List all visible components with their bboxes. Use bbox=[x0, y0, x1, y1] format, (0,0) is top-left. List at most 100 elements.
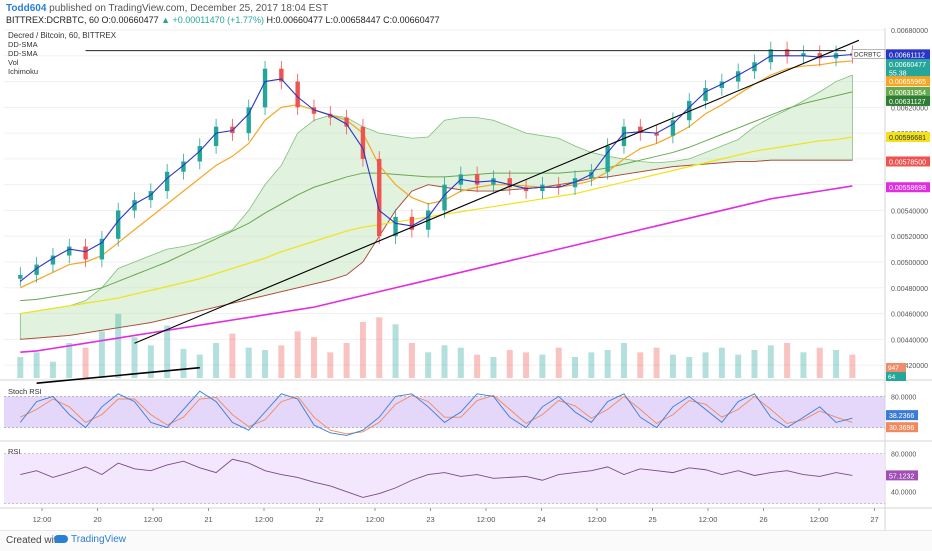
tradingview-logo[interactable]: TradingView bbox=[54, 534, 126, 545]
tradingview-brand: TradingView bbox=[71, 534, 127, 545]
price-label-box bbox=[886, 86, 930, 97]
price-tick-label: 0.00680000 bbox=[891, 28, 928, 35]
volume-bar bbox=[294, 331, 301, 378]
volume-bar bbox=[376, 317, 383, 378]
ichimoku-lower-line bbox=[20, 159, 853, 340]
legend-entry: DD-SMA bbox=[8, 40, 38, 49]
candle-body bbox=[409, 216, 415, 230]
candle-body bbox=[540, 184, 545, 192]
candle-body bbox=[181, 161, 186, 172]
time-tick-label: 12:00 bbox=[588, 515, 607, 524]
price-label-sma_magenta: 0.00558698 bbox=[889, 185, 926, 192]
volume-bar bbox=[669, 354, 676, 378]
volume-bar bbox=[604, 350, 611, 378]
close-label: C: bbox=[383, 15, 393, 25]
change-value: ▲ +0.00011470 (+1.77%) bbox=[161, 15, 264, 25]
close-value: 0.00660477 bbox=[392, 15, 440, 25]
volume-bar bbox=[767, 345, 774, 378]
time-tick-label: 27 bbox=[870, 515, 878, 524]
time-tick-label: 23 bbox=[426, 515, 434, 524]
price-label-box bbox=[886, 59, 930, 70]
candle-body bbox=[393, 216, 398, 237]
candle-body bbox=[589, 171, 594, 179]
stoch-label-box bbox=[886, 422, 918, 433]
volume-bar bbox=[49, 361, 56, 378]
sma-orange-line bbox=[20, 60, 853, 289]
chart-canvas[interactable]: 0.006800000.006600000.006400000.00620000… bbox=[0, 28, 932, 530]
volume-trendline bbox=[36, 366, 200, 384]
candle-body bbox=[148, 191, 154, 201]
stoch-rsi-title: Stoch RSI bbox=[8, 387, 42, 396]
price-tick-label: 0.00540000 bbox=[891, 208, 928, 215]
price-label-vol: 55.38 bbox=[889, 71, 907, 78]
legend-entry: DD-SMA bbox=[8, 49, 38, 58]
open-value: 0.00660477 bbox=[111, 15, 159, 25]
volume-bar bbox=[327, 352, 334, 378]
price-label-close: 0.00660477 bbox=[889, 62, 926, 69]
price-label-box bbox=[886, 131, 930, 142]
volume-bar bbox=[408, 343, 415, 378]
time-tick-label: 25 bbox=[648, 515, 656, 524]
volume-bar bbox=[506, 350, 513, 378]
volume-bar bbox=[555, 347, 562, 378]
legend-entry: Decred / Bitcoin, 60, BITTREX bbox=[8, 31, 117, 40]
volume-bar bbox=[637, 352, 644, 378]
candle-body bbox=[34, 264, 39, 275]
price-label-box bbox=[886, 49, 930, 60]
publish-text: published on TradingView.com, December 2… bbox=[49, 3, 329, 14]
price-tick-label: 0.00500000 bbox=[891, 260, 928, 267]
price-tick-label: 0.00460000 bbox=[891, 312, 928, 319]
volume-bar bbox=[262, 350, 269, 378]
symbol-label: BITTREX:DCRBTC, 60 bbox=[6, 15, 100, 25]
volume-bar bbox=[245, 347, 252, 378]
low-value: 0.00658447 bbox=[333, 15, 381, 25]
time-tick-label: 12:00 bbox=[255, 515, 274, 524]
volume-bar bbox=[180, 348, 187, 378]
legend-entry: Vol bbox=[8, 58, 19, 67]
support-trendline bbox=[134, 39, 860, 344]
volume-bar bbox=[82, 347, 89, 378]
sma-yellow-line bbox=[20, 136, 853, 315]
volume-bar bbox=[702, 352, 709, 378]
volume-bar bbox=[17, 357, 24, 378]
volume-bar bbox=[490, 357, 497, 378]
volume-bar bbox=[784, 343, 791, 378]
candle-body bbox=[474, 174, 480, 185]
price-label-sma_orange: 0.00655965 bbox=[889, 79, 926, 86]
stoch-k-line bbox=[19, 390, 853, 436]
price-tick-label: 0.00420000 bbox=[891, 363, 928, 370]
stoch-value-label: 38.2366 bbox=[889, 413, 914, 420]
ohlc-line: BITTREX:DCRBTC, 60 O:0.00660477 ▲ +0.000… bbox=[6, 15, 440, 25]
low-label: L: bbox=[325, 15, 334, 25]
candle-body bbox=[116, 210, 121, 239]
volume-bar bbox=[164, 325, 171, 378]
candle-body bbox=[246, 107, 251, 134]
volume-bar bbox=[278, 345, 285, 378]
volume-bar bbox=[833, 350, 840, 378]
price-label-sma_green: 0.00631954 bbox=[889, 90, 926, 97]
created-with-text: Created with bbox=[6, 535, 63, 546]
candle-body bbox=[801, 53, 806, 56]
rsi-band bbox=[4, 453, 885, 504]
sma-short-line bbox=[19, 53, 853, 282]
candle-body bbox=[262, 68, 268, 108]
volume-label: 947 bbox=[888, 365, 899, 372]
tradingview-cloud-icon bbox=[54, 535, 68, 544]
candle-body bbox=[621, 126, 627, 146]
volume-bar bbox=[474, 354, 481, 378]
volume-bar bbox=[196, 354, 203, 378]
candle-body bbox=[132, 200, 137, 211]
volume-bar bbox=[229, 333, 236, 378]
volume-bar bbox=[147, 345, 154, 378]
footer: Created with TradingView bbox=[0, 530, 932, 551]
sma-green-line bbox=[20, 91, 853, 302]
author-link[interactable]: Todd604 bbox=[6, 3, 47, 14]
volume-bar bbox=[213, 343, 220, 378]
volume-bar bbox=[539, 354, 546, 378]
volume-bar bbox=[686, 357, 693, 378]
volume-bar bbox=[310, 337, 317, 378]
candle-body bbox=[197, 146, 202, 162]
candle-body bbox=[507, 178, 512, 188]
price-label-kijun: 0.00578500 bbox=[889, 159, 926, 166]
volume-bar bbox=[800, 352, 807, 378]
